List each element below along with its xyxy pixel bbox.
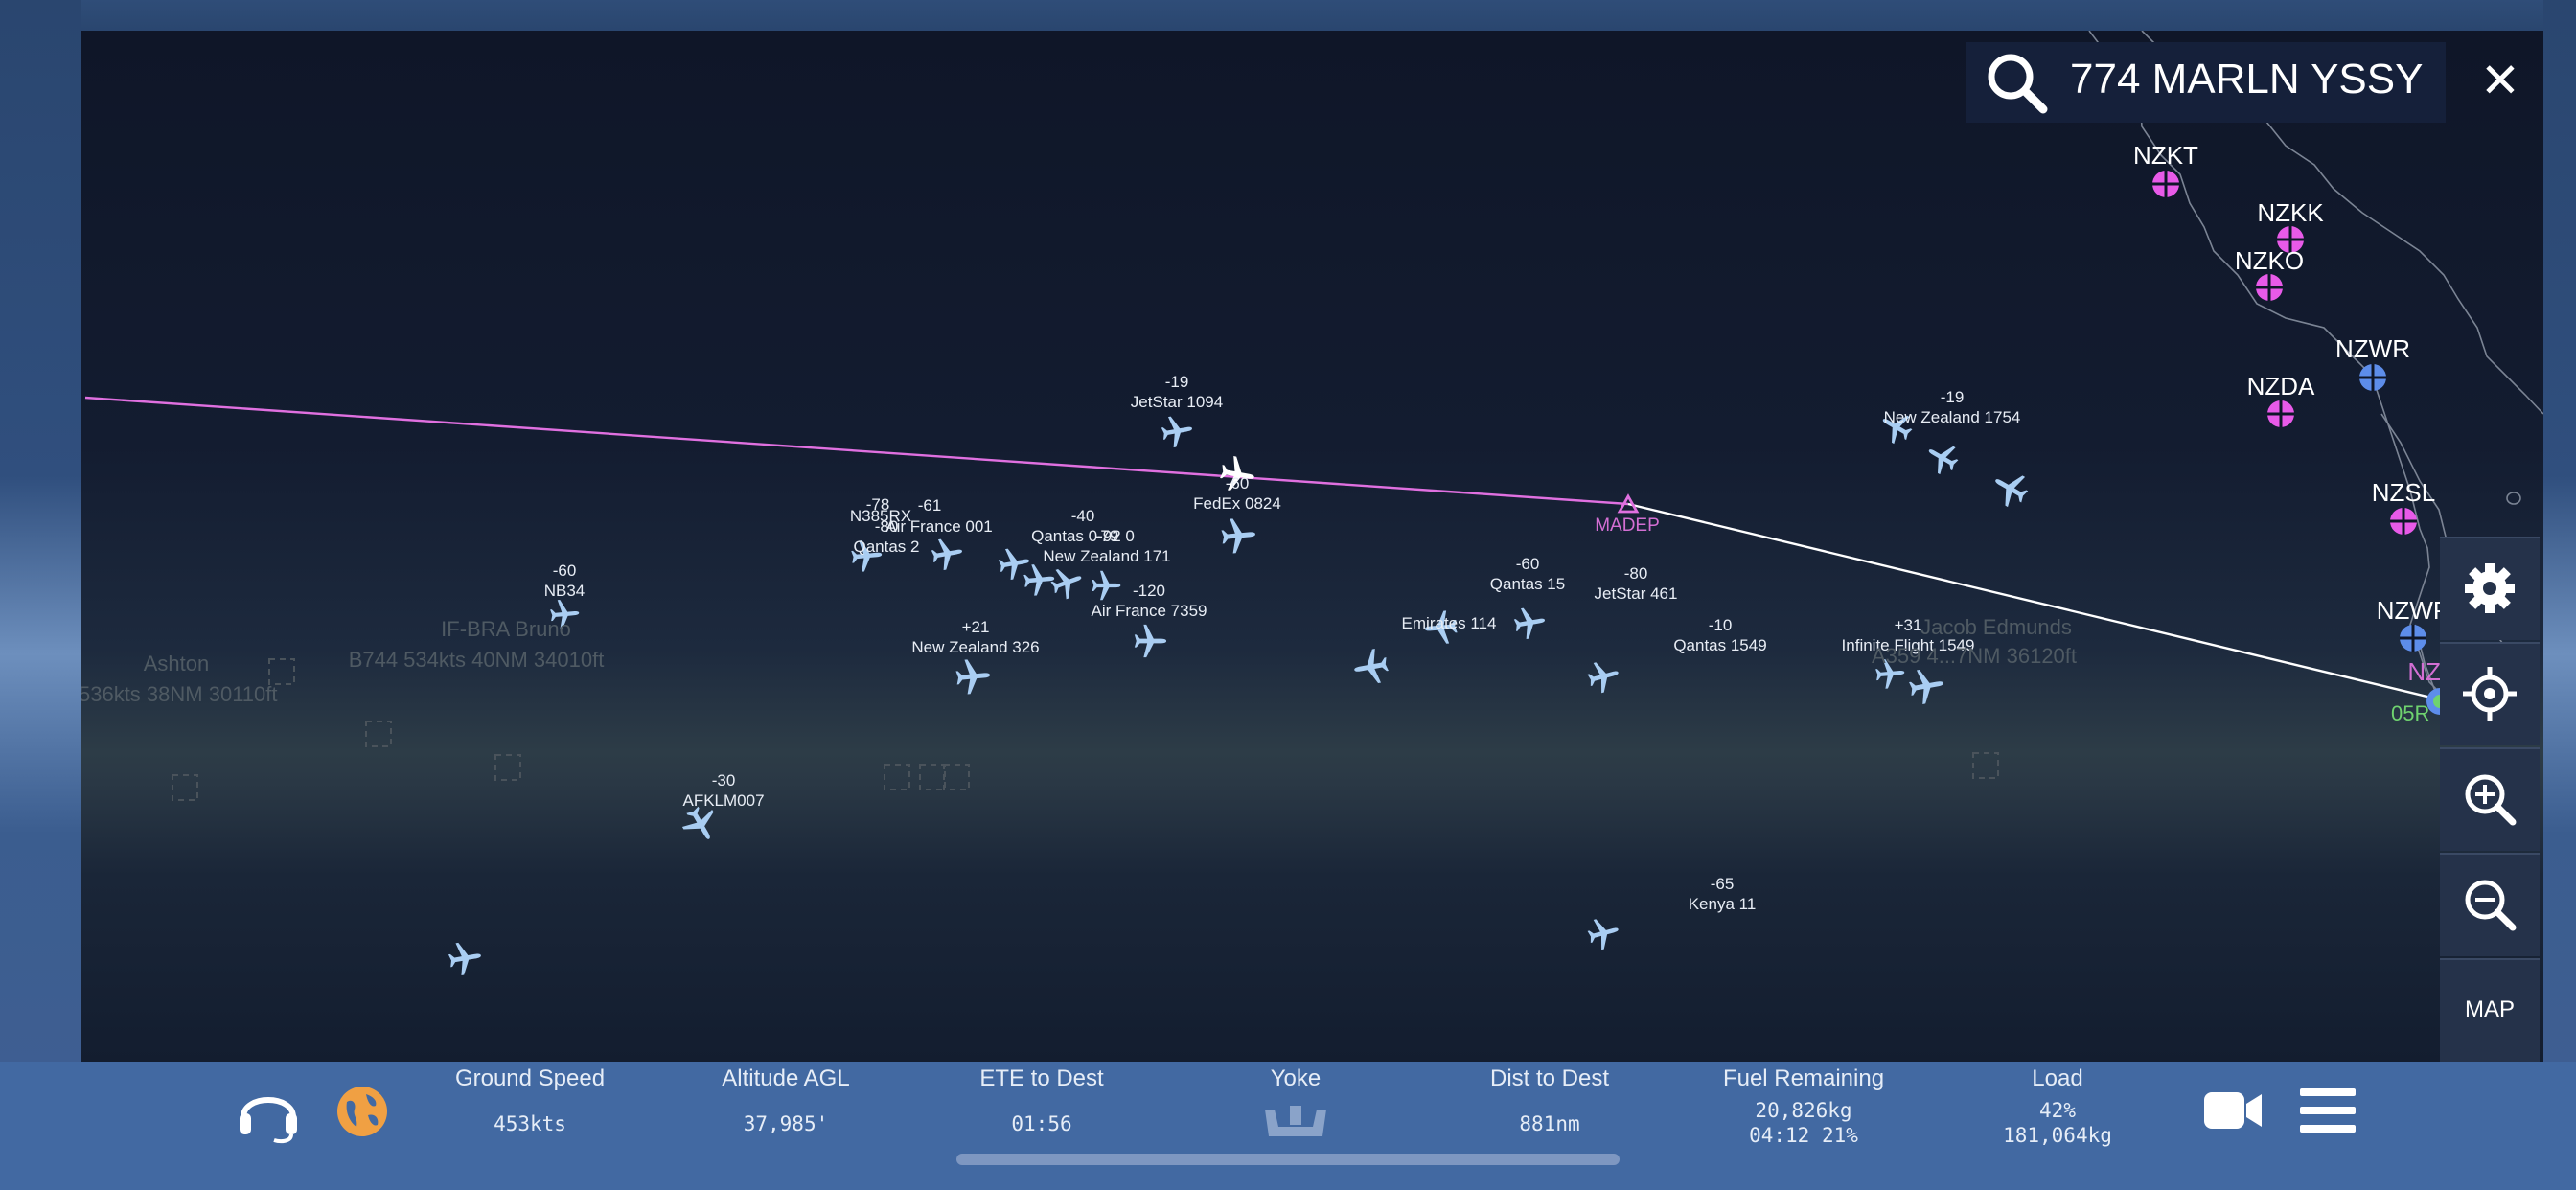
window-frame-left	[0, 0, 81, 1190]
bottom-instrument-bar	[0, 1062, 2576, 1190]
ghost-label: B744 534kts 40NM 34010ft	[348, 648, 605, 672]
airport-markers[interactable]	[2152, 171, 2453, 715]
map-canvas	[84, 31, 2543, 977]
ghost-label: Jacob Edmunds	[1920, 615, 2072, 639]
stat-ground-speed: Ground Speed 453kts	[454, 1065, 606, 1135]
ghost-label: A359 4...7NM 36120ft	[1871, 644, 2078, 668]
window-frame-top	[0, 0, 2576, 31]
traffic-label: -60 FedEx 0824	[1193, 474, 1281, 513]
traffic-label: -30 AFKLM007	[682, 771, 765, 810]
close-icon[interactable]: ✕	[2480, 54, 2520, 107]
traffic-label: Air France 001	[886, 517, 993, 536]
airport-label[interactable]: NZKT	[2133, 141, 2198, 170]
map-view[interactable]: -19 JetStar 1094 -60 FedEx 0824 -78 N385RX…	[81, 31, 2543, 1062]
waypoint-label: MADEP	[1595, 515, 1660, 536]
airport-label[interactable]: NZKO	[2234, 246, 2305, 275]
traffic-label: -78	[865, 495, 890, 514]
yoke-icon	[1265, 1106, 1326, 1136]
traffic-label: -120 Air France 7359	[1091, 582, 1208, 620]
ghost-target-boxes	[172, 658, 1999, 801]
stat-ete: ETE to Dest 01:56	[979, 1065, 1104, 1135]
traffic-label: -79 New Zealand 171	[1043, 527, 1171, 565]
menu-icon[interactable]	[2298, 1085, 2358, 1136]
search-box[interactable]: 774 MARLN YSSY	[1966, 42, 2446, 123]
waypoint-marker[interactable]	[1617, 493, 1640, 514]
zoom-in-button[interactable]	[2440, 747, 2540, 851]
recenter-button[interactable]	[2440, 642, 2540, 745]
airport-label[interactable]: NZSL	[2371, 478, 2436, 507]
globe-icon[interactable]	[335, 1085, 389, 1138]
active-route-line	[1627, 502, 2440, 701]
airport-label[interactable]: NZDA	[2246, 372, 2315, 400]
airport-label[interactable]: NZWP	[2376, 596, 2450, 625]
traffic-label: -60 Qantas 15	[1489, 555, 1566, 593]
traffic-label: -19 JetStar 1094	[1130, 373, 1224, 411]
stat-load: Load 42% 181,064kg	[2003, 1065, 2112, 1147]
window-frame-right	[2543, 0, 2576, 1190]
runway-label: 05R	[2391, 701, 2430, 725]
traffic-label: -10 Qantas 1549	[1673, 616, 1767, 654]
stat-dist: Dist to Dest 881nm	[1489, 1065, 1610, 1135]
planned-route-line	[84, 396, 1629, 506]
map-button-label: MAP	[2464, 996, 2515, 1022]
camera-icon[interactable]	[2202, 1087, 2264, 1134]
settings-button[interactable]	[2440, 537, 2540, 640]
traffic-label: +21 New Zealand 326	[911, 618, 1040, 656]
zoom-out-icon	[2465, 880, 2517, 931]
search-query-text[interactable]: 774 MARLN YSSY	[2070, 56, 2424, 103]
gear-icon	[2465, 563, 2515, 613]
home-indicator[interactable]	[956, 1154, 1620, 1165]
search-icon	[1988, 54, 2048, 114]
traffic-label: -40 Qantas 0-92 0	[1031, 507, 1135, 545]
traffic-label: N385RX	[849, 507, 912, 525]
traffic-label: -80 JetStar 461	[1594, 564, 1678, 603]
map-button[interactable]: MAP	[2440, 958, 2540, 1062]
headset-icon[interactable]	[234, 1081, 303, 1144]
stat-yoke[interactable]: Yoke	[1181, 1062, 1411, 1140]
traffic-label: -65 Kenya 11	[1688, 875, 1757, 913]
airport-label[interactable]: NZWR	[2335, 334, 2410, 363]
zoom-out-button[interactable]	[2440, 853, 2540, 956]
traffic-label: -60 NB34	[543, 561, 586, 600]
ghost-label: IF-BRA Bruno	[441, 617, 571, 641]
stat-fuel: Fuel Remaining 20,826kg 04:12 21%	[1722, 1065, 1885, 1147]
traffic-label: Emirates 114	[1401, 614, 1497, 632]
ghost-label: A320 536kts 38NM 30110ft	[81, 682, 278, 706]
traffic-label: -80 Qantas 2	[853, 517, 920, 556]
stat-altitude: Altitude AGL 37,985'	[722, 1065, 850, 1135]
traffic-label: -19 New Zealand 1754	[1883, 388, 2021, 426]
traffic-label: +31 Infinite Flight 1549	[1841, 616, 1975, 654]
airport-label[interactable]: NZKK	[2257, 198, 2324, 227]
crosshair-icon	[2463, 667, 2517, 721]
traffic-label: -61	[917, 496, 942, 515]
ghost-label: Ashton	[143, 652, 210, 675]
zoom-in-icon	[2465, 774, 2517, 826]
